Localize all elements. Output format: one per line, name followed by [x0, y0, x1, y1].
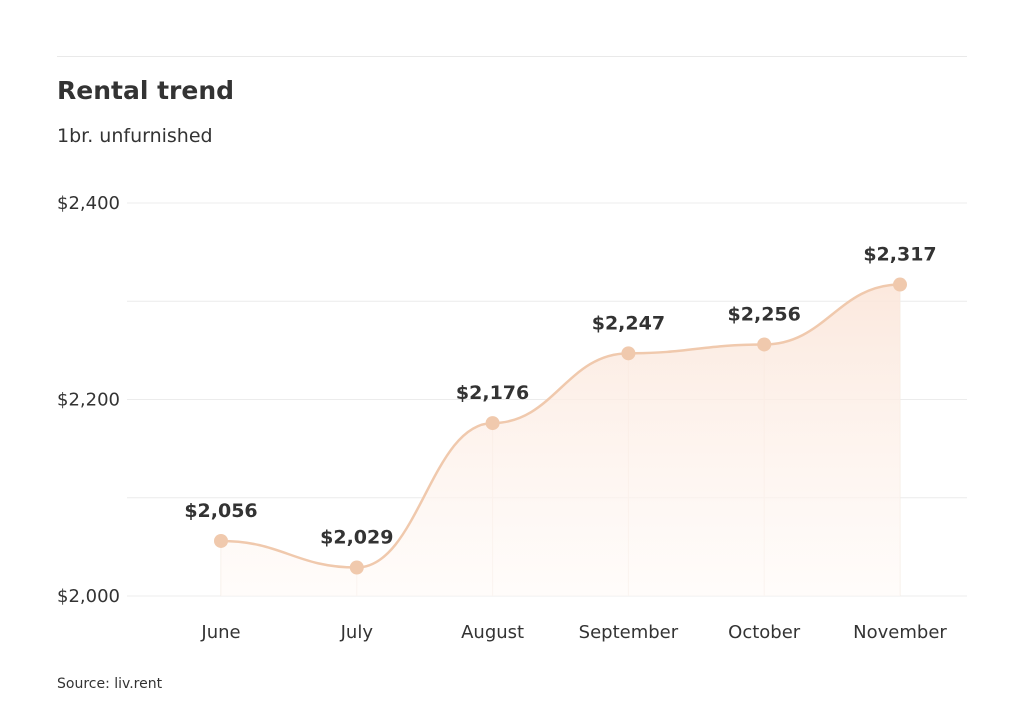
y-axis-tick-labels: $2,000 $2,200 $2,400 [57, 193, 120, 607]
data-point-june [214, 533, 228, 548]
data-point-july [349, 560, 364, 575]
data-point-markers [214, 277, 907, 575]
series-area-fill [221, 284, 900, 596]
source-note: Source: liv.rent [57, 676, 163, 692]
top-divider [57, 56, 967, 57]
data-point-august [485, 416, 500, 431]
data-label-september: $2,247 [592, 312, 665, 334]
data-point-october [757, 337, 772, 352]
y-tick-label: $2,400 [57, 193, 120, 214]
series-line [220, 283, 901, 569]
x-tick-label-august: August [461, 622, 524, 643]
data-label-august: $2,176 [456, 382, 529, 404]
data-label-october: $2,256 [728, 303, 801, 325]
chart-title: Rental trend [57, 76, 235, 105]
x-tick-label-november: November [853, 622, 947, 643]
y-tick-label: $2,000 [57, 586, 120, 607]
x-tick-label-july: July [340, 622, 374, 643]
x-axis-tick-labels: June July August September October November [200, 622, 947, 643]
data-label-november: $2,317 [863, 244, 936, 266]
x-tick-label-june: June [200, 622, 240, 643]
y-tick-label: $2,200 [57, 390, 120, 411]
data-labels: $2,056 $2,029 $2,176 $2,247 $2,256 $2,317 [184, 244, 936, 549]
data-point-november [893, 277, 907, 292]
data-label-july: $2,029 [320, 527, 393, 549]
data-point-september [621, 346, 636, 361]
x-tick-label-october: October [728, 622, 801, 643]
chart-subtitle: 1br. unfurnished [57, 125, 213, 147]
x-tick-label-september: September [579, 622, 679, 643]
data-label-june: $2,056 [184, 500, 257, 522]
